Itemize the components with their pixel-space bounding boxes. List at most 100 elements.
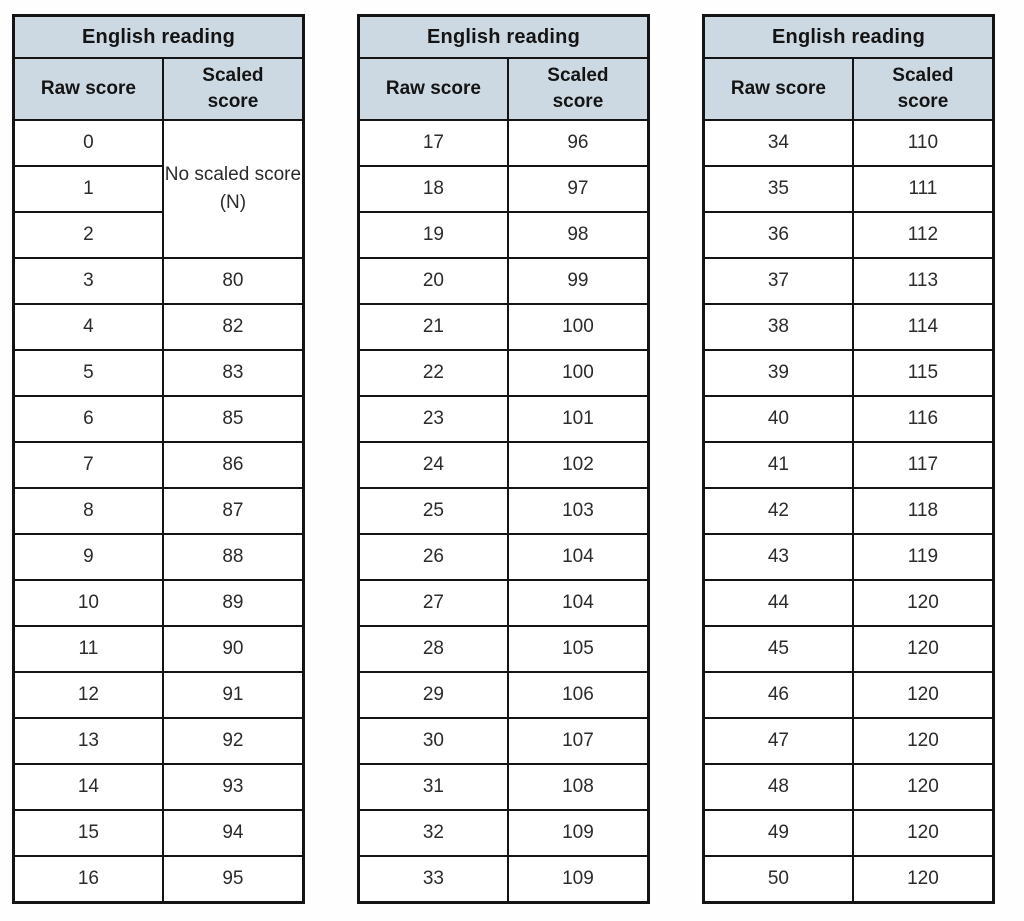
scaled-score-cell: 86 xyxy=(161,441,305,489)
scaled-score-cell: 115 xyxy=(851,349,995,397)
table-row: 40 116 xyxy=(702,395,995,443)
scaled-score-cell: 93 xyxy=(161,763,305,811)
raw-score-cell: 22 xyxy=(357,349,509,397)
scaled-score-cell: 103 xyxy=(506,487,650,535)
raw-score-cell: 38 xyxy=(702,303,854,351)
table-row: 24 102 xyxy=(357,441,650,489)
raw-score-cell: 48 xyxy=(702,763,854,811)
table-row: 29 106 xyxy=(357,671,650,719)
table-row: 6 85 xyxy=(12,395,305,443)
scaled-score-cell: 98 xyxy=(506,211,650,259)
raw-score-cell: 9 xyxy=(12,533,164,581)
table-row: 36 112 xyxy=(702,211,995,259)
raw-score-cell: 23 xyxy=(357,395,509,443)
raw-score-cell: 7 xyxy=(12,441,164,489)
scaled-score-cell: 120 xyxy=(851,809,995,857)
scaled-score-cell: 105 xyxy=(506,625,650,673)
scaled-score-cell: 85 xyxy=(161,395,305,443)
raw-score-cell: 10 xyxy=(12,579,164,627)
scaled-score-cell: 120 xyxy=(851,855,995,904)
scaled-score-cell: 87 xyxy=(161,487,305,535)
table-row: 12 91 xyxy=(12,671,305,719)
scaled-score-cell: 90 xyxy=(161,625,305,673)
raw-score-cell: 16 xyxy=(12,855,164,904)
scaled-score-cell: 89 xyxy=(161,579,305,627)
raw-score-cell: 43 xyxy=(702,533,854,581)
raw-score-header: Raw score xyxy=(12,57,164,121)
scaled-score-cell: 118 xyxy=(851,487,995,535)
raw-score-cell: 11 xyxy=(12,625,164,673)
scaled-score-cell: 99 xyxy=(506,257,650,305)
raw-score-cell: 18 xyxy=(357,165,509,213)
table-row: 30 107 xyxy=(357,717,650,765)
table-row: 45 120 xyxy=(702,625,995,673)
raw-score-cell: 35 xyxy=(702,165,854,213)
scaled-score-header: Scaled score xyxy=(161,57,305,121)
raw-score-cell: 42 xyxy=(702,487,854,535)
scaled-score-cell: 109 xyxy=(506,855,650,904)
raw-score-cell: 5 xyxy=(12,349,164,397)
no-scaled-score-cell: No scaled score (N) xyxy=(161,119,305,259)
table-row: 1 xyxy=(12,165,304,213)
scaled-score-cell: 109 xyxy=(506,809,650,857)
raw-score-cell: 17 xyxy=(357,119,509,167)
raw-score-cell: 15 xyxy=(12,809,164,857)
raw-score-cell: 28 xyxy=(357,625,509,673)
raw-score-cell: 4 xyxy=(12,303,164,351)
scaled-score-cell: 82 xyxy=(161,303,305,351)
table-row: 21 100 xyxy=(357,303,650,351)
raw-score-cell: 34 xyxy=(702,119,854,167)
scaled-score-cell: 80 xyxy=(161,257,305,305)
table-row: 18 97 xyxy=(357,165,650,213)
raw-score-cell: 27 xyxy=(357,579,509,627)
raw-score-cell: 45 xyxy=(702,625,854,673)
table-row: 0 No scaled score (N) xyxy=(12,119,305,259)
scaled-score-header: Scaled score xyxy=(851,57,995,121)
scaled-score-cell: 120 xyxy=(851,625,995,673)
table-title: English reading xyxy=(702,14,995,59)
raw-score-cell: 49 xyxy=(702,809,854,857)
table-row: 34 110 xyxy=(702,119,995,167)
table-row: 15 94 xyxy=(12,809,305,857)
scaled-score-cell: 88 xyxy=(161,533,305,581)
table-row: 31 108 xyxy=(357,763,650,811)
scaled-score-header-label: Scaled score xyxy=(202,65,264,112)
raw-score-cell: 25 xyxy=(357,487,509,535)
raw-score-cell: 30 xyxy=(357,717,509,765)
raw-score-cell: 2 xyxy=(12,211,164,259)
raw-score-cell: 13 xyxy=(12,717,164,765)
table-row: 44 120 xyxy=(702,579,995,627)
scaled-score-cell: 120 xyxy=(851,579,995,627)
scaled-score-header: Scaled score xyxy=(506,57,650,121)
table-row: 28 105 xyxy=(357,625,650,673)
scaled-score-cell: 120 xyxy=(851,671,995,719)
table-row: 14 93 xyxy=(12,763,305,811)
table-row: 25 103 xyxy=(357,487,650,535)
scaled-score-header-label: Scaled score xyxy=(547,65,609,112)
table-body: 34 110 35 111 36 112 37 113 38 114 39 115 40 116 41 117… xyxy=(702,119,995,904)
table-row: 16 95 xyxy=(12,855,305,904)
scaled-score-cell: 100 xyxy=(506,349,650,397)
scaled-score-cell: 119 xyxy=(851,533,995,581)
raw-score-cell: 41 xyxy=(702,441,854,489)
table-title: English reading xyxy=(357,14,650,59)
scaled-score-cell: 92 xyxy=(161,717,305,765)
table-row: 11 90 xyxy=(12,625,305,673)
scaled-score-cell: 102 xyxy=(506,441,650,489)
table-row: 50 120 xyxy=(702,855,995,904)
scaled-score-cell: 104 xyxy=(506,533,650,581)
conversion-table-3: English reading Raw score Scaled score 3… xyxy=(702,14,995,904)
raw-score-cell: 20 xyxy=(357,257,509,305)
scaled-score-cell: 95 xyxy=(161,855,305,904)
table-row: 8 87 xyxy=(12,487,305,535)
raw-score-cell: 39 xyxy=(702,349,854,397)
scaled-score-cell: 107 xyxy=(506,717,650,765)
raw-score-cell: 50 xyxy=(702,855,854,904)
raw-score-cell: 14 xyxy=(12,763,164,811)
table-row: 48 120 xyxy=(702,763,995,811)
raw-score-cell: 6 xyxy=(12,395,164,443)
raw-score-cell: 40 xyxy=(702,395,854,443)
raw-score-cell: 0 xyxy=(12,119,164,167)
scaled-score-cell: 112 xyxy=(851,211,995,259)
